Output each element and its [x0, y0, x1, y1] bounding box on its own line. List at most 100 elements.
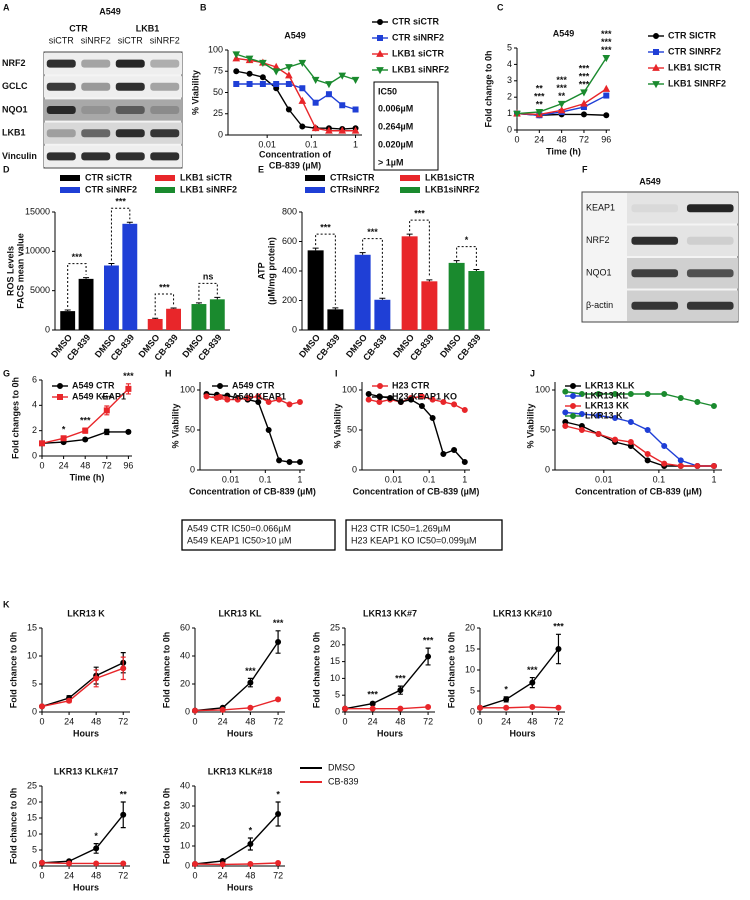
y-axis-label: % Viability [170, 404, 180, 449]
marker [93, 845, 100, 852]
significance: *** [579, 80, 590, 90]
series-line [345, 706, 429, 710]
y-tick-label: 15 [27, 622, 37, 632]
y-tick-label: 0 [352, 464, 357, 474]
legend-marker [570, 383, 576, 389]
series-line [206, 393, 300, 463]
series-line [344, 656, 429, 710]
y-axis-label: % Viability [190, 70, 200, 115]
marker [339, 102, 346, 109]
legend-marker [217, 383, 223, 389]
legend-label: LKB1siCTR [425, 172, 475, 182]
marker [125, 385, 132, 392]
note-text: A549 CTR IC50=0.066µM [187, 523, 291, 533]
marker [578, 391, 585, 397]
legend-label: LKR13 K [585, 410, 623, 420]
y-tick-label: 10 [27, 828, 37, 838]
note-text: H23 KEAP1 KO IC50=0.099µM [351, 535, 477, 545]
marker [219, 861, 226, 868]
y-tick-label: 3 [507, 75, 512, 85]
blot-row [44, 145, 182, 167]
marker [644, 451, 651, 457]
bar [122, 223, 138, 330]
marker [259, 59, 267, 68]
marker [120, 811, 127, 818]
marker [224, 396, 231, 403]
y-tick-label: 4 [32, 400, 37, 410]
marker [578, 427, 585, 433]
series-line [236, 57, 356, 132]
error-bar [126, 221, 133, 224]
significance: * [276, 789, 280, 799]
significance: *** [601, 45, 612, 55]
marker [245, 55, 254, 63]
lane-label: siNRF2 [150, 35, 180, 45]
y-tick-label: 20 [27, 796, 37, 806]
marker [627, 391, 634, 397]
legend-label: A549 CTR [72, 380, 115, 390]
y-tick-label: 0 [32, 450, 37, 460]
y-tick-label: 5 [335, 690, 340, 700]
y-axis-label: ATP [256, 262, 266, 279]
legend-marker [376, 67, 384, 75]
y-tick-label: 200 [282, 295, 297, 305]
marker [694, 399, 701, 405]
bar [147, 318, 163, 330]
marker [219, 706, 226, 713]
marker [440, 451, 447, 457]
y-tick-label: 25 [213, 108, 223, 118]
y-axis-label: Fold chance to 0h [446, 632, 456, 709]
y-axis-label: Fold chance to 0h [8, 788, 18, 865]
error-bar [406, 233, 413, 237]
band [150, 59, 180, 68]
marker [440, 399, 447, 405]
legend-swatch [155, 175, 175, 181]
error-bar [64, 309, 71, 312]
significance-bracket [154, 293, 175, 316]
y-tick-label: 10 [330, 673, 340, 683]
band [150, 82, 180, 91]
legend-marker [653, 33, 659, 39]
x-tick-label: 72 [579, 134, 589, 144]
chart-title: LKR13 KK#10 [493, 608, 552, 618]
panel-letter: J [530, 368, 535, 378]
marker [93, 675, 100, 682]
significance: * [249, 825, 253, 835]
significance-bracket [456, 246, 477, 267]
marker [408, 396, 415, 403]
y-tick-label: 400 [282, 265, 297, 275]
marker [247, 861, 254, 867]
band [115, 106, 145, 114]
x-tick-label: 0 [342, 716, 347, 726]
y-tick-label: 0 [470, 706, 475, 716]
band [115, 129, 145, 138]
legend-marker [377, 19, 383, 25]
bar [166, 308, 181, 330]
x-tick-label: 48 [91, 716, 101, 726]
marker [451, 447, 458, 453]
marker [233, 68, 240, 75]
row-label: GCLC [2, 81, 28, 91]
lane-label: siNRF2 [81, 35, 111, 45]
marker [352, 106, 359, 113]
x-tick-label: 72 [118, 870, 128, 880]
legend-swatch [60, 187, 80, 193]
significance: * [94, 831, 98, 841]
marker [298, 59, 307, 68]
band [81, 59, 111, 68]
x-tick-label: 0.1 [259, 474, 272, 484]
marker [529, 679, 536, 686]
marker [397, 399, 404, 405]
y-tick-label: 10 [465, 664, 475, 674]
y-tick-label: 0 [32, 706, 37, 716]
x-tick-label: 0 [514, 134, 519, 144]
y-tick-label: 40 [180, 650, 190, 660]
marker [285, 64, 293, 72]
x-tick-label: 0 [192, 716, 197, 726]
significance: *** [273, 618, 284, 628]
marker [247, 704, 254, 711]
note-text: A549 KEAP1 IC50>10 µM [187, 535, 292, 545]
x-tick-label: 24 [218, 870, 228, 880]
marker [429, 396, 436, 403]
x-tick-label: 48 [527, 716, 537, 726]
